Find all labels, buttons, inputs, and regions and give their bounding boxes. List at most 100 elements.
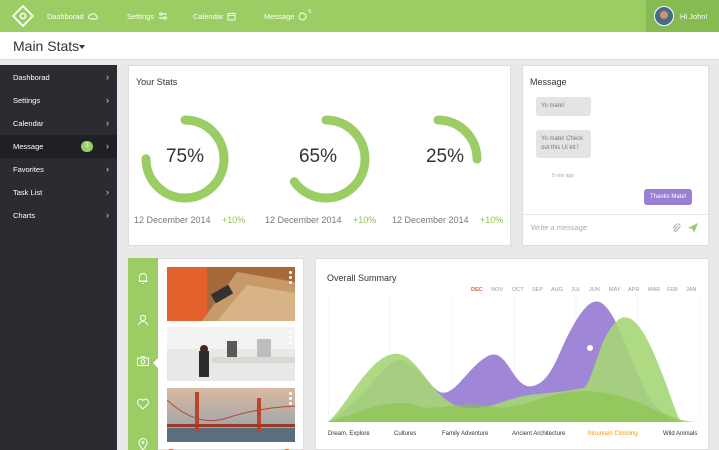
chevron-right-icon: › xyxy=(106,210,109,220)
sidebar-item-label: Task List xyxy=(13,188,43,197)
summary-title: Overall Summary xyxy=(327,273,397,283)
camera-icon[interactable] xyxy=(136,354,150,368)
sidebar-item-calendar[interactable]: Calendar › xyxy=(0,112,117,135)
user-menu[interactable]: Hi John! xyxy=(646,0,719,32)
message-badge: 3 xyxy=(81,141,93,152)
message-title: Message xyxy=(530,77,567,87)
sidebar-item-label: Charts xyxy=(13,211,36,220)
message-input[interactable]: Write a message xyxy=(531,223,588,232)
gauge-1-value: 75% xyxy=(165,146,205,167)
nav-message[interactable]: Message 5 xyxy=(264,0,311,32)
gauge-1 xyxy=(141,115,229,203)
sidebar-item-message[interactable]: Message 3 › xyxy=(0,135,117,158)
month-apr[interactable]: APR xyxy=(628,287,640,293)
chart-marker xyxy=(587,345,593,351)
sidebar-item-label: Favorites xyxy=(13,165,44,174)
photo-desk-image xyxy=(167,267,295,321)
nav-settings[interactable]: Settings xyxy=(127,0,168,32)
month-jul[interactable]: JUL xyxy=(571,287,581,293)
caret-down-icon[interactable] xyxy=(79,45,85,49)
incoming-message: Yo mate! Check out this Ui kit ! xyxy=(536,130,591,158)
user-icon[interactable] xyxy=(136,313,150,327)
icon-strip xyxy=(128,258,158,450)
sidebar-item-label: Message xyxy=(13,142,44,151)
more-dots-icon[interactable] xyxy=(289,392,292,405)
sidebar-item-charts[interactable]: Charts › xyxy=(0,204,117,227)
month-dec[interactable]: DEC xyxy=(471,287,483,293)
avatar[interactable] xyxy=(654,6,674,26)
series-label[interactable]: Cultures xyxy=(394,431,417,437)
more-dots-icon[interactable] xyxy=(289,331,292,344)
nav-settings-label: Settings xyxy=(127,11,155,21)
series-label[interactable]: Family Adventure xyxy=(442,431,489,437)
chevron-right-icon: › xyxy=(106,118,109,128)
month-nov[interactable]: NOV xyxy=(491,287,503,293)
heart-icon[interactable] xyxy=(136,397,150,411)
series-label[interactable]: Ancient Architecture xyxy=(512,431,566,437)
chat-icon xyxy=(298,12,307,20)
active-pointer xyxy=(153,358,158,368)
page-header: Main Stats xyxy=(0,32,719,60)
sidebar-item-dashboard[interactable]: Dashborad › xyxy=(0,66,117,89)
month-oct[interactable]: OCT xyxy=(512,287,524,293)
divider xyxy=(523,214,708,215)
photo-bridge[interactable] xyxy=(167,388,295,442)
photo-desk[interactable] xyxy=(167,267,295,321)
gauge-1-change: +10% xyxy=(222,215,246,225)
location-icon[interactable] xyxy=(136,437,150,450)
sidebar-item-task-list[interactable]: Task List › xyxy=(0,181,117,204)
top-bar: Dashborad Settings Calendar Message 5 Hi… xyxy=(0,0,719,32)
month-may[interactable]: MAY xyxy=(609,287,621,293)
page-title[interactable]: Main Stats xyxy=(13,38,80,54)
user-greeting: Hi John! xyxy=(680,11,708,21)
photo-office[interactable] xyxy=(167,327,295,381)
sidebar-item-favorites[interactable]: Favorites › xyxy=(0,158,117,181)
paperclip-icon[interactable] xyxy=(671,223,681,233)
message-count: 5 xyxy=(308,9,312,15)
nav-dashboard[interactable]: Dashborad xyxy=(47,0,98,32)
message-card: Message Yo mate! Yo mate! Check out this… xyxy=(522,65,709,246)
month-sep[interactable]: SEP xyxy=(532,287,544,293)
month-jan[interactable]: JAN xyxy=(686,287,697,293)
logo-icon[interactable] xyxy=(12,5,34,27)
more-dots-icon[interactable] xyxy=(289,271,292,284)
sliders-icon xyxy=(159,12,168,20)
message-time: 5 min ago xyxy=(552,173,574,179)
sidebar-item-label: Settings xyxy=(13,96,41,105)
photo-office-image xyxy=(167,327,295,381)
month-aug[interactable]: AUG xyxy=(551,287,563,293)
gauge-2-change: +10% xyxy=(353,215,377,225)
series-label[interactable]: Wild Animals xyxy=(663,431,698,437)
nav-calendar[interactable]: Calendar xyxy=(193,0,236,32)
month-feb[interactable]: FEB xyxy=(667,287,678,293)
nav-calendar-label: Calendar xyxy=(193,11,224,21)
nav-message-label: Message xyxy=(264,11,295,21)
chevron-right-icon: › xyxy=(106,187,109,197)
stats-card: Your Stats 75% 12 December 2014 +10% 65%… xyxy=(128,65,511,246)
area-series-base xyxy=(328,390,700,422)
gauge-2 xyxy=(282,115,370,203)
chevron-right-icon: › xyxy=(106,141,109,151)
gauge-3-change: +10% xyxy=(480,215,504,225)
gauge-3-value: 25% xyxy=(425,146,465,167)
incoming-message: Yo mate! xyxy=(536,97,591,116)
summary-area-chart xyxy=(328,296,700,422)
sidebar-item-settings[interactable]: Settings › xyxy=(0,89,117,112)
series-label-active[interactable]: Mountain Climbing xyxy=(588,431,638,437)
chevron-right-icon: › xyxy=(106,164,109,174)
calendar-icon xyxy=(227,12,236,20)
sidebar: Dashborad › Settings › Calendar › Messag… xyxy=(0,65,117,450)
bell-icon[interactable] xyxy=(136,271,150,285)
photo-bridge-image xyxy=(167,388,295,442)
month-jun[interactable]: JUN xyxy=(589,287,600,293)
sidebar-item-label: Calendar xyxy=(13,119,44,128)
month-mar[interactable]: MAR xyxy=(648,287,661,293)
nav-dashboard-label: Dashborad xyxy=(47,11,84,21)
send-icon[interactable] xyxy=(687,222,699,234)
gauge-2-date: 12 December 2014 xyxy=(265,215,342,225)
gauge-3-date: 12 December 2014 xyxy=(392,215,469,225)
stats-title: Your Stats xyxy=(136,77,178,87)
gauge-1-date: 12 December 2014 xyxy=(134,215,211,225)
outgoing-message: Thanks Mate! xyxy=(644,189,693,205)
series-label[interactable]: Dream, Explore xyxy=(328,431,370,437)
